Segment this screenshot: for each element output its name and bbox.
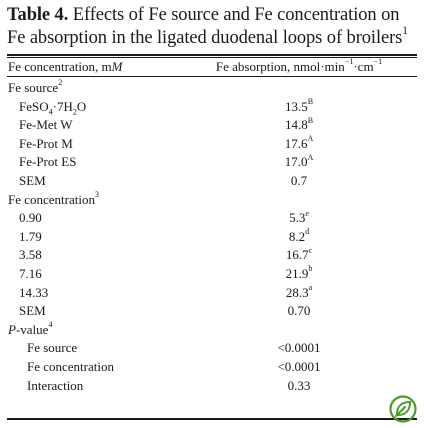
table-row: 3.58 16.7c: [7, 245, 417, 266]
table-row: P-value4: [7, 320, 417, 341]
table-body: Fe source2 FeSO4·7H2O 13.5B Fe-Met W 14.8B Fe…: [7, 78, 417, 397]
header-rule: [7, 76, 417, 77]
row-label: 7.16: [19, 265, 42, 281]
row-value: 21.9b: [285, 264, 313, 281]
row-label: Interaction: [27, 377, 84, 393]
row-label: FeSO4·7H2O: [19, 98, 87, 117]
table-row: Fe source2: [7, 78, 417, 99]
row-label: Fe concentration: [27, 358, 114, 374]
row-label: Fe-Prot M: [19, 135, 73, 151]
row-label: 1.79: [19, 228, 42, 244]
table-row: Interaction 0.33: [7, 378, 417, 397]
row-label: Fe-Met W: [19, 117, 73, 133]
top-rule-thin: [7, 57, 417, 58]
row-value: <0.0001: [277, 340, 321, 356]
table-row: FeSO4·7H2O 13.5B: [7, 97, 417, 118]
row-label: SEM: [19, 172, 46, 188]
row-value: 14.8B: [284, 115, 314, 133]
column-header-concentration: Fe concentration, mM: [8, 59, 123, 74]
row-value: 0.70: [287, 303, 311, 319]
row-value: 17.0A: [284, 152, 314, 170]
row-label: P-value4: [8, 320, 53, 337]
table-row: 7.16 21.9b: [7, 264, 417, 285]
row-label: Fe source2: [8, 78, 63, 95]
top-rule: [7, 54, 417, 56]
caption-text: Effects of Fe source and Fe concentratio…: [7, 5, 403, 48]
row-value: 0.7: [290, 172, 308, 188]
table-row: SEM 0.7: [7, 173, 417, 192]
row-value: 8.2d: [288, 227, 310, 244]
row-label: Fe concentration3: [8, 190, 100, 207]
row-label: 14.33: [19, 284, 49, 300]
row-value: 13.5B: [284, 97, 314, 114]
row-value: 5.3e: [289, 208, 309, 226]
table-row: Fe source <0.0001: [7, 340, 417, 359]
table-row: 0.90 5.3e: [7, 208, 417, 229]
row-value: 0.33: [287, 377, 311, 393]
table-row: SEM 0.70: [7, 303, 417, 322]
table-row: Fe-Prot M 17.6A: [7, 134, 417, 155]
column-header-absorption: Fe absorption, nmol·min−1·cm−1: [215, 57, 383, 74]
bottom-rule: [7, 418, 417, 420]
row-value: <0.0001: [277, 358, 321, 374]
table-row: 14.33 28.3a: [7, 283, 417, 304]
row-value: 16.7c: [285, 245, 313, 263]
table-row: Fe concentration3: [7, 190, 417, 211]
row-label: SEM: [19, 303, 46, 319]
table-row: Fe concentration <0.0001: [7, 359, 417, 378]
table-row: Fe-Met W 14.8B: [7, 115, 417, 136]
row-label: 0.90: [19, 210, 42, 226]
table-caption: Table 4. Effects of Fe source and Fe con…: [7, 4, 417, 50]
row-label: Fe-Prot ES: [19, 154, 77, 170]
leaf-badge-icon: [389, 395, 417, 423]
table-label: Table 4.: [7, 5, 69, 25]
table-row: Fe-Prot ES 17.0A: [7, 152, 417, 173]
caption-footnote-mark: 1: [402, 25, 408, 38]
row-label: Fe source: [27, 340, 78, 356]
row-label: 3.58: [19, 247, 42, 263]
table-row: 1.79 8.2d: [7, 227, 417, 248]
row-value: 28.3a: [285, 283, 313, 300]
row-value: 17.6A: [284, 134, 314, 151]
